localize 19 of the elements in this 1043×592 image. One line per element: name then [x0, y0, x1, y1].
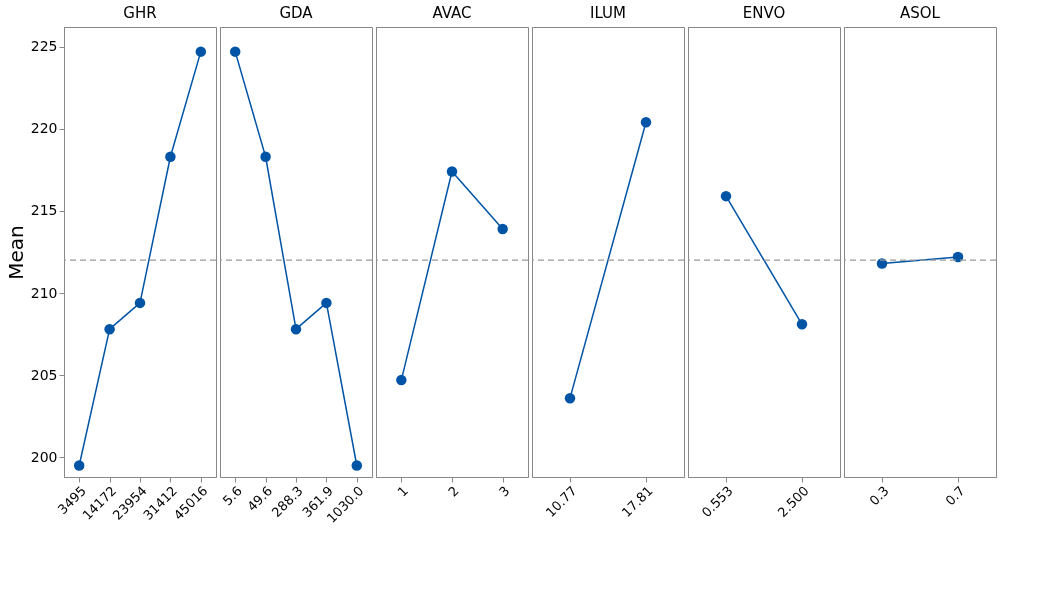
x-tick-label: 2 [445, 483, 462, 500]
y-tick-label: 220 [30, 120, 58, 137]
y-tick-label: 215 [30, 202, 58, 219]
y-tick-label: 205 [30, 366, 58, 383]
x-tick-label: 3 [495, 483, 513, 500]
chart-title: ENVO [742, 4, 786, 22]
chart-title: AVAC [432, 4, 472, 22]
y-tick-label: 225 [30, 38, 58, 55]
y-tick-label: 200 [30, 448, 58, 465]
chart-title: GDA [279, 4, 314, 22]
chart-title: ILUM [590, 4, 626, 22]
x-tick-label: 5.6 [219, 483, 245, 509]
x-tick-label: 1 [394, 483, 412, 500]
x-tick-label: 0.3 [866, 483, 892, 509]
chart-title: ASOL [900, 4, 941, 22]
y-tick-label: 210 [30, 284, 58, 301]
chart-title: GHR [123, 4, 157, 22]
y-axis-title: Mean [3, 225, 28, 280]
x-tick-label: 0.7 [942, 483, 968, 509]
